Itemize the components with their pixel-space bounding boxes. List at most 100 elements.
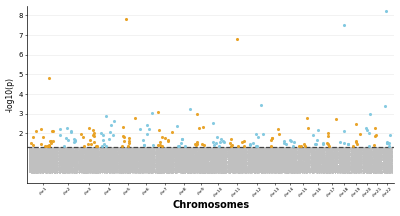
Point <box>52 158 58 162</box>
Point <box>263 162 270 165</box>
Point <box>112 148 119 151</box>
Point <box>276 152 282 155</box>
Point <box>90 159 96 162</box>
Point <box>42 153 48 157</box>
Point <box>382 153 389 157</box>
Point <box>270 164 277 168</box>
Point <box>277 165 284 169</box>
Point <box>108 151 115 154</box>
Point <box>153 153 160 157</box>
Point <box>376 154 383 157</box>
Point <box>222 155 229 159</box>
Point <box>106 161 113 165</box>
Point <box>338 168 345 171</box>
Point <box>90 161 96 165</box>
Point <box>91 161 97 164</box>
Point <box>111 148 118 151</box>
Point <box>158 164 164 167</box>
Point <box>87 168 93 172</box>
Point <box>228 166 235 169</box>
Point <box>163 156 170 159</box>
Point <box>218 156 225 159</box>
Point <box>366 159 372 163</box>
Point <box>340 162 347 165</box>
Point <box>88 146 94 149</box>
Point <box>321 168 327 171</box>
Point <box>120 154 126 157</box>
Point <box>64 148 71 151</box>
Point <box>282 147 288 151</box>
Point <box>230 171 237 174</box>
Point <box>374 157 381 160</box>
Point <box>28 150 34 153</box>
Point <box>388 170 394 174</box>
Point <box>250 148 256 151</box>
Point <box>50 163 57 166</box>
Point <box>36 162 43 165</box>
Point <box>322 146 328 149</box>
Point <box>41 163 47 166</box>
Point <box>383 165 390 168</box>
Point <box>204 149 210 152</box>
Point <box>85 156 91 159</box>
Point <box>272 166 279 170</box>
Point <box>33 154 40 158</box>
Point <box>52 152 58 156</box>
Point <box>144 152 151 156</box>
Point <box>239 170 246 173</box>
Point <box>81 149 87 153</box>
Point <box>346 167 353 171</box>
Point <box>289 154 296 157</box>
Point <box>111 162 118 165</box>
Point <box>69 160 76 164</box>
Point <box>272 170 278 174</box>
Point <box>138 155 144 158</box>
Point <box>80 166 87 169</box>
Point <box>178 151 184 155</box>
Point <box>324 168 330 172</box>
Point <box>283 146 289 150</box>
Point <box>366 160 372 163</box>
Point <box>249 169 256 172</box>
Point <box>336 163 343 167</box>
Point <box>160 152 167 156</box>
Point <box>223 165 229 169</box>
Point <box>192 161 199 164</box>
Point <box>302 165 308 169</box>
Point <box>193 158 200 162</box>
Point <box>72 168 78 172</box>
Point <box>223 147 229 151</box>
Point <box>286 153 292 156</box>
Point <box>351 170 357 173</box>
Point <box>388 150 395 154</box>
Point <box>289 161 296 165</box>
Point <box>306 158 312 162</box>
Point <box>42 148 48 151</box>
Point <box>61 159 67 162</box>
Point <box>241 156 247 160</box>
Point <box>172 166 178 169</box>
Point <box>330 149 336 152</box>
Point <box>81 165 88 168</box>
Point <box>64 158 70 161</box>
Point <box>248 157 254 160</box>
Point <box>348 167 355 170</box>
Point <box>150 159 156 162</box>
Point <box>341 169 347 173</box>
Point <box>270 151 276 155</box>
Point <box>302 153 308 156</box>
Point <box>136 157 143 161</box>
Point <box>365 152 372 156</box>
Point <box>182 146 188 149</box>
Point <box>120 166 126 169</box>
Point <box>268 152 275 155</box>
Point <box>269 152 275 156</box>
Point <box>232 161 239 164</box>
Point <box>367 158 373 162</box>
Point <box>353 148 359 151</box>
Point <box>127 170 134 174</box>
Point <box>226 150 232 154</box>
Point <box>214 169 220 173</box>
Point <box>112 165 118 168</box>
Point <box>260 152 267 155</box>
